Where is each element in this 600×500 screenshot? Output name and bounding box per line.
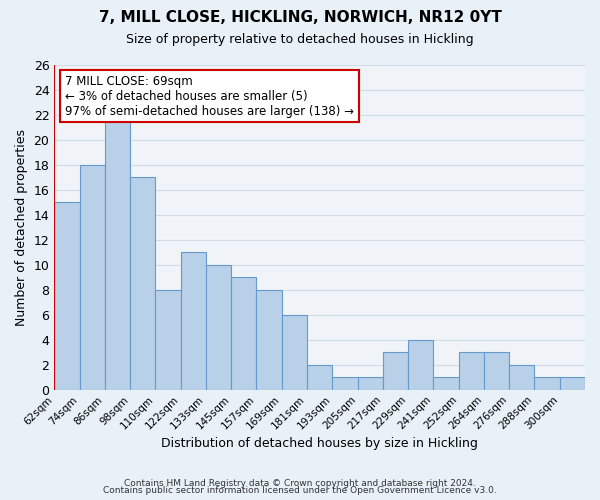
Bar <box>560 377 585 390</box>
X-axis label: Distribution of detached houses by size in Hickling: Distribution of detached houses by size … <box>161 437 478 450</box>
Bar <box>358 377 383 390</box>
Y-axis label: Number of detached properties: Number of detached properties <box>15 129 28 326</box>
Bar <box>105 115 130 390</box>
Bar <box>80 165 105 390</box>
Bar <box>383 352 408 390</box>
Bar <box>408 340 433 390</box>
Bar <box>130 178 155 390</box>
Bar <box>484 352 509 390</box>
Bar <box>509 364 535 390</box>
Bar <box>181 252 206 390</box>
Bar <box>206 265 231 390</box>
Bar <box>256 290 282 390</box>
Text: 7 MILL CLOSE: 69sqm
← 3% of detached houses are smaller (5)
97% of semi-detached: 7 MILL CLOSE: 69sqm ← 3% of detached hou… <box>65 74 354 118</box>
Bar <box>307 364 332 390</box>
Bar <box>535 377 560 390</box>
Bar <box>332 377 358 390</box>
Bar <box>282 315 307 390</box>
Text: Contains HM Land Registry data © Crown copyright and database right 2024.: Contains HM Land Registry data © Crown c… <box>124 478 476 488</box>
Bar <box>433 377 458 390</box>
Text: Size of property relative to detached houses in Hickling: Size of property relative to detached ho… <box>126 32 474 46</box>
Bar <box>458 352 484 390</box>
Bar <box>54 202 80 390</box>
Text: Contains public sector information licensed under the Open Government Licence v3: Contains public sector information licen… <box>103 486 497 495</box>
Text: 7, MILL CLOSE, HICKLING, NORWICH, NR12 0YT: 7, MILL CLOSE, HICKLING, NORWICH, NR12 0… <box>98 10 502 25</box>
Bar <box>155 290 181 390</box>
Bar <box>231 278 256 390</box>
